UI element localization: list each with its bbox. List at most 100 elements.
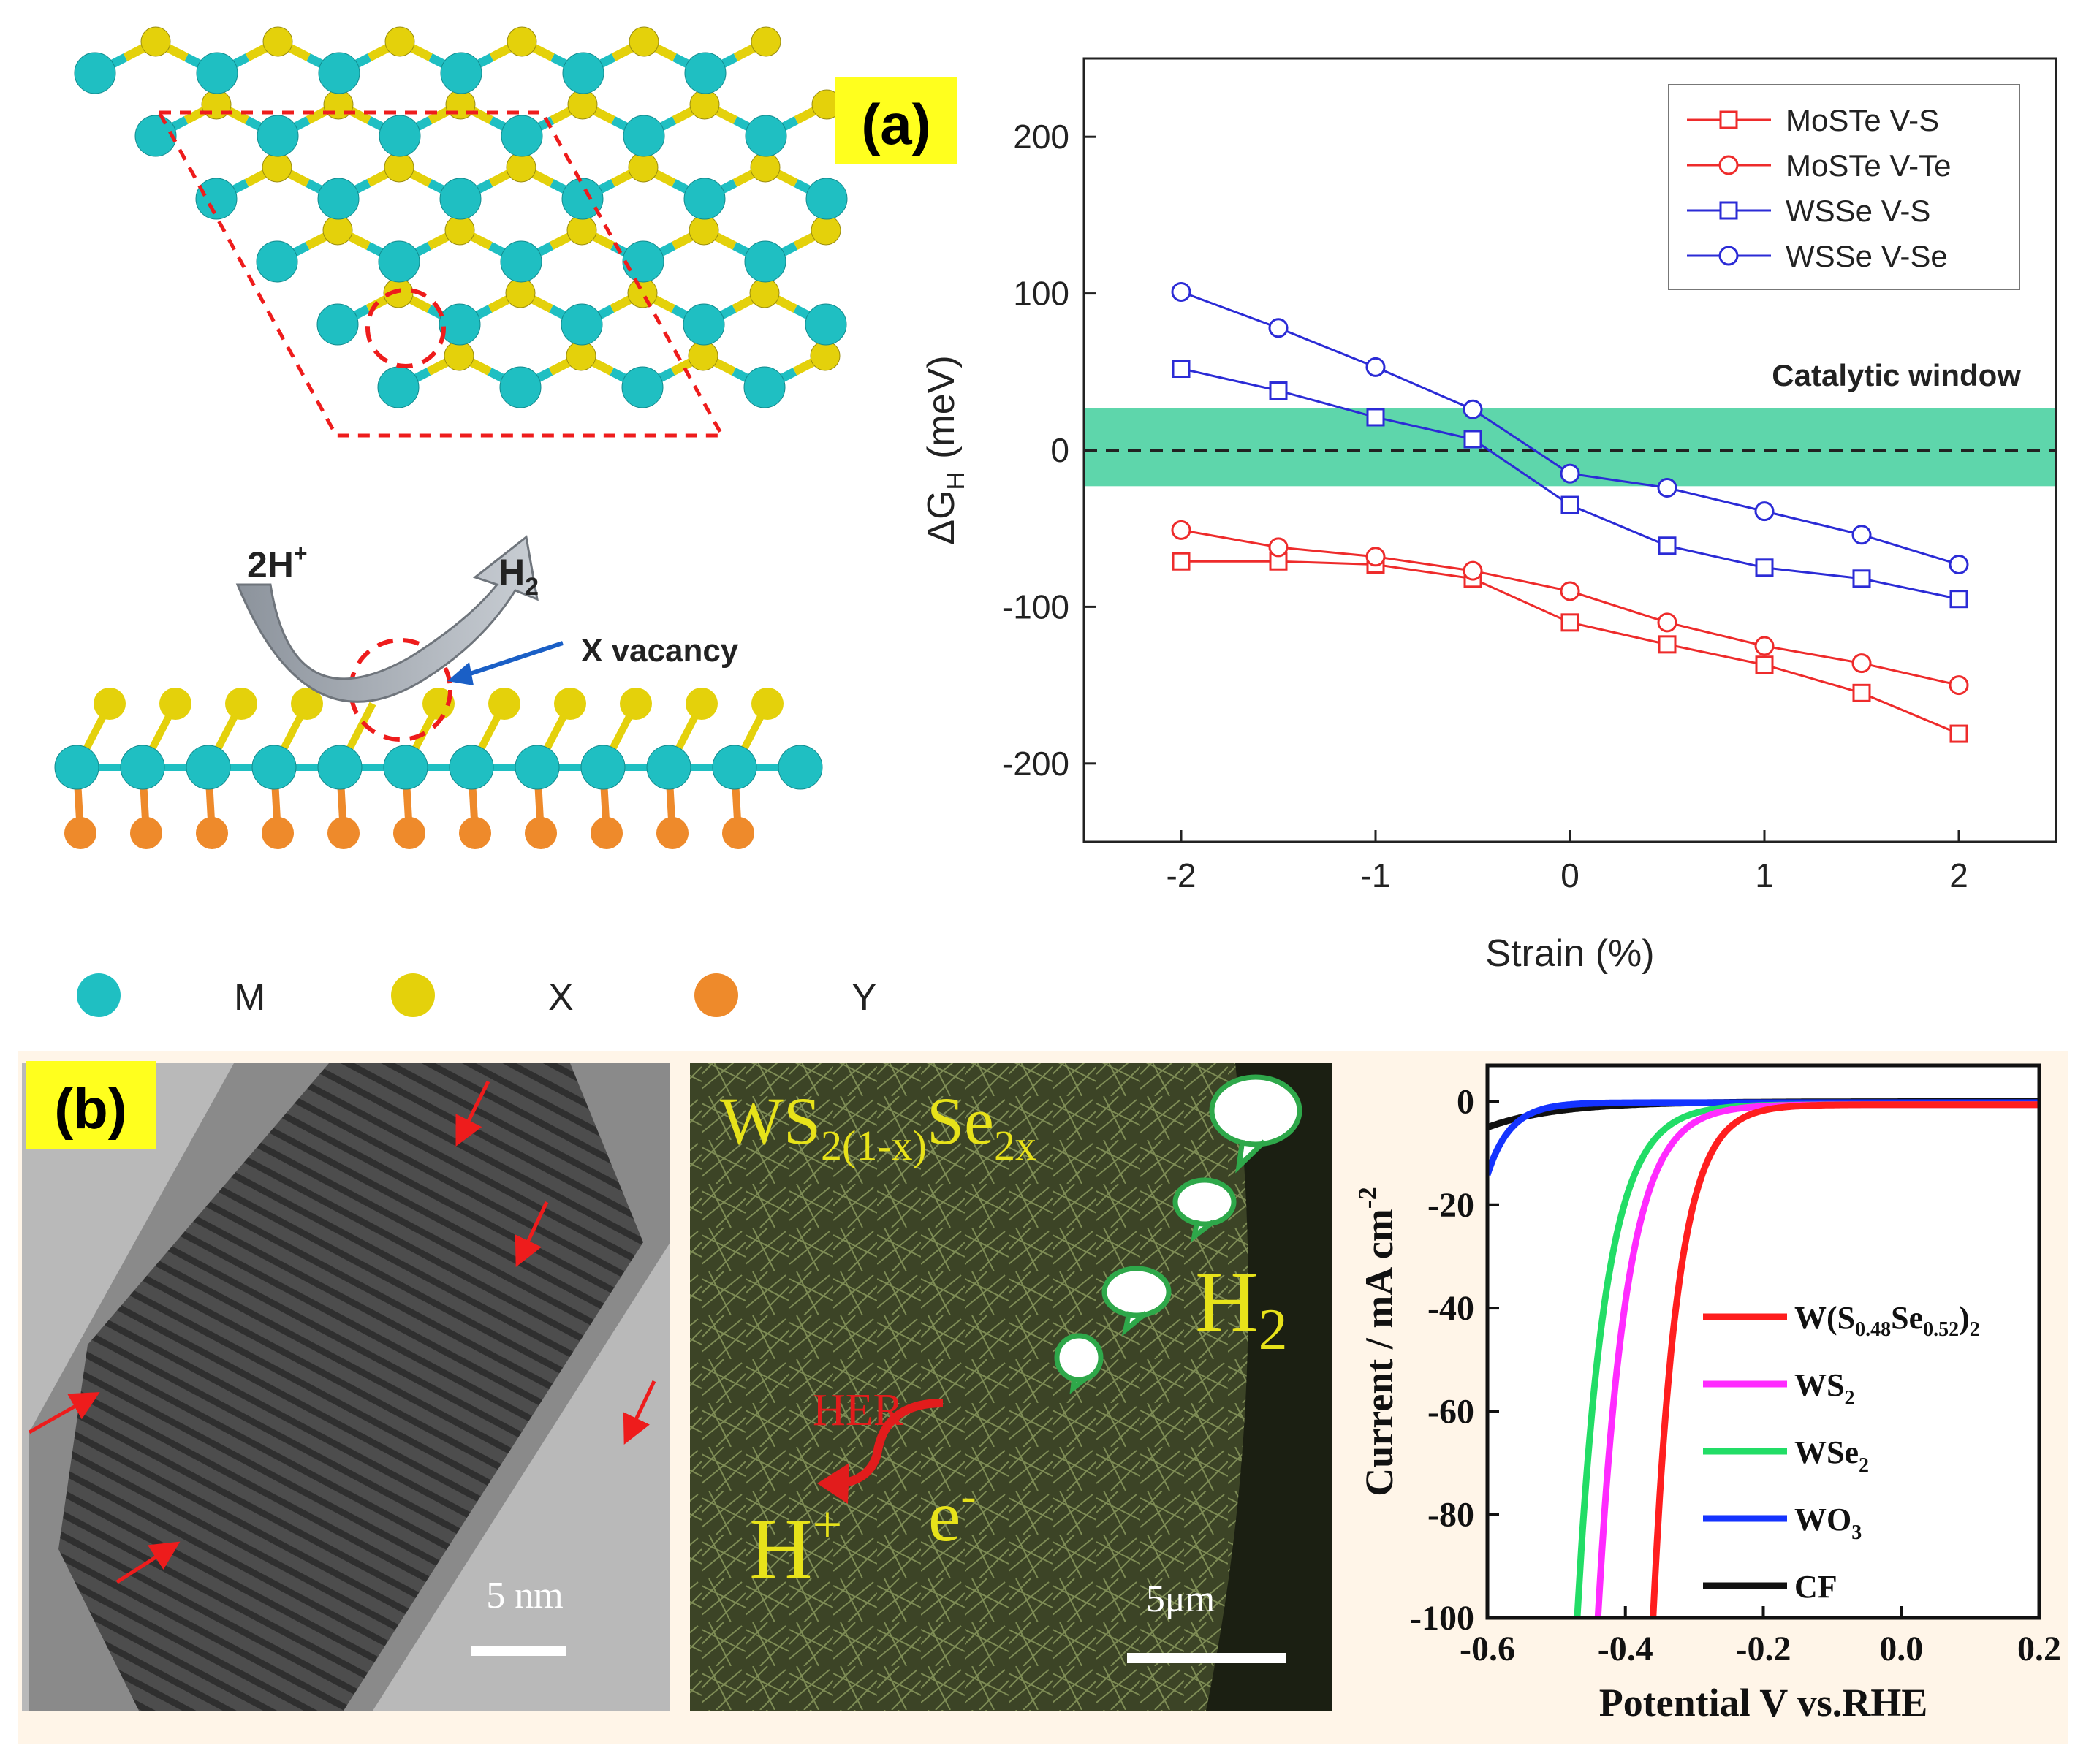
x-atom xyxy=(291,688,323,720)
panel-b-label-background xyxy=(26,1061,156,1149)
x-atom xyxy=(629,26,659,57)
data-point-square xyxy=(1560,613,1579,632)
legend-atom-y xyxy=(694,973,738,1017)
x-atom xyxy=(689,89,720,120)
x-atom xyxy=(444,341,474,371)
x-atom xyxy=(140,26,171,57)
vacancy-pointer-arrow xyxy=(456,641,564,680)
m-atom xyxy=(196,52,238,94)
y-atom xyxy=(393,817,425,849)
legend-label-sub: 0.52 xyxy=(1923,1318,1959,1341)
x-tick-label: 1 xyxy=(1755,856,1774,894)
y-atom xyxy=(722,817,754,849)
legend-marker xyxy=(1718,155,1739,175)
y-tick-label: -100 xyxy=(1002,588,1069,626)
x-atom xyxy=(262,152,292,183)
data-point-square xyxy=(1560,495,1579,514)
m-atom xyxy=(744,240,786,283)
side-view-lattice xyxy=(54,688,823,849)
m-atom xyxy=(256,240,298,283)
legend-label: MoSTe V-Te xyxy=(1786,148,1951,183)
m-atom xyxy=(257,115,299,157)
x-tick-label: 0.2 xyxy=(2017,1630,2061,1668)
x-atom xyxy=(505,278,536,308)
tem-image: 5 nm xyxy=(22,1063,670,1711)
data-point-circle xyxy=(1754,636,1775,656)
m-atom xyxy=(186,745,231,790)
data-point-circle xyxy=(1851,525,1872,545)
y-atom xyxy=(459,817,491,849)
legend-marker xyxy=(1719,110,1738,129)
m-atom xyxy=(778,745,823,790)
her-arrow-icon xyxy=(840,1399,944,1488)
data-point-square xyxy=(1366,408,1385,427)
x-tick-label: -1 xyxy=(1361,856,1391,894)
y-tick-label: -80 xyxy=(1427,1496,1474,1535)
panel-a-label: (a) xyxy=(861,92,930,156)
data-point-square xyxy=(1658,635,1677,654)
data-point-circle xyxy=(1657,477,1677,498)
legend-label-y: Y xyxy=(852,976,877,1019)
x-atom xyxy=(750,152,781,183)
m-atom xyxy=(805,303,847,346)
y-tick-label: -60 xyxy=(1427,1392,1474,1431)
m-atom xyxy=(195,178,238,220)
tem-arrow-2 xyxy=(515,1201,549,1268)
m-atom xyxy=(623,115,665,157)
m-atom xyxy=(683,303,725,346)
data-point-square xyxy=(1755,558,1774,577)
y-axis-label-sub: H xyxy=(942,472,970,490)
her-arrowhead-icon xyxy=(817,1463,849,1504)
vacancy-label: X vacancy xyxy=(581,633,739,669)
data-point-circle xyxy=(1463,399,1483,419)
data-point-circle xyxy=(1365,357,1386,377)
legend-label: W(S0.48Se0.52)2 xyxy=(1794,1300,1980,1341)
x-atom xyxy=(507,26,537,57)
y-atom xyxy=(130,817,162,849)
data-point-square xyxy=(1852,683,1871,702)
y-axis-label: ΔGH (meV) xyxy=(920,355,970,544)
atomic-structure-diagram: 2H+ H2 X vacancy M X Y xyxy=(54,26,877,1019)
data-point-circle xyxy=(1754,501,1775,522)
m-atom xyxy=(646,745,691,790)
data-point-circle xyxy=(1657,612,1677,633)
m-atom xyxy=(251,745,297,790)
data-point-square xyxy=(1172,552,1191,571)
m-atom xyxy=(377,366,420,408)
legend-label-sub: 2 xyxy=(1970,1318,1980,1341)
reactant-label: 2H+ xyxy=(247,540,308,585)
x-tick-label: -0.2 xyxy=(1736,1630,1791,1668)
y-tick-label: 200 xyxy=(1013,118,1069,156)
x-tick-label: -0.6 xyxy=(1460,1630,1515,1668)
m-atom xyxy=(318,52,360,94)
vacancy-highlight-top xyxy=(365,288,446,368)
x-atom xyxy=(751,688,784,720)
y-atom xyxy=(327,817,360,849)
m-atom xyxy=(383,745,428,790)
m-atom xyxy=(317,178,360,220)
top-view-lattice xyxy=(74,26,848,408)
x-atom xyxy=(384,26,415,57)
sem-scale-bar xyxy=(1127,1653,1286,1663)
tem-scale-bar xyxy=(471,1646,566,1656)
x-atom xyxy=(445,89,476,120)
m-atom xyxy=(120,745,165,790)
legend-label: WS2 xyxy=(1794,1367,1854,1410)
m-atom xyxy=(712,745,757,790)
lsv-curves xyxy=(1487,1098,2039,1618)
x-atom xyxy=(159,688,191,720)
legend-label: WSe2 xyxy=(1794,1434,1869,1477)
y-tick-label: 100 xyxy=(1013,275,1069,313)
data-point-circle xyxy=(1949,675,1969,696)
y-atom xyxy=(196,817,228,849)
x-atom xyxy=(201,89,232,120)
lsv-curve xyxy=(1650,1101,2039,1618)
m-atom xyxy=(561,303,603,346)
legend-label-x: X xyxy=(548,976,574,1019)
y-axis-label-sup: -2 xyxy=(1353,1187,1382,1209)
m-atom xyxy=(515,745,560,790)
legend-label: CF xyxy=(1794,1569,1837,1605)
x-atom xyxy=(686,688,718,720)
y-atom xyxy=(262,817,294,849)
